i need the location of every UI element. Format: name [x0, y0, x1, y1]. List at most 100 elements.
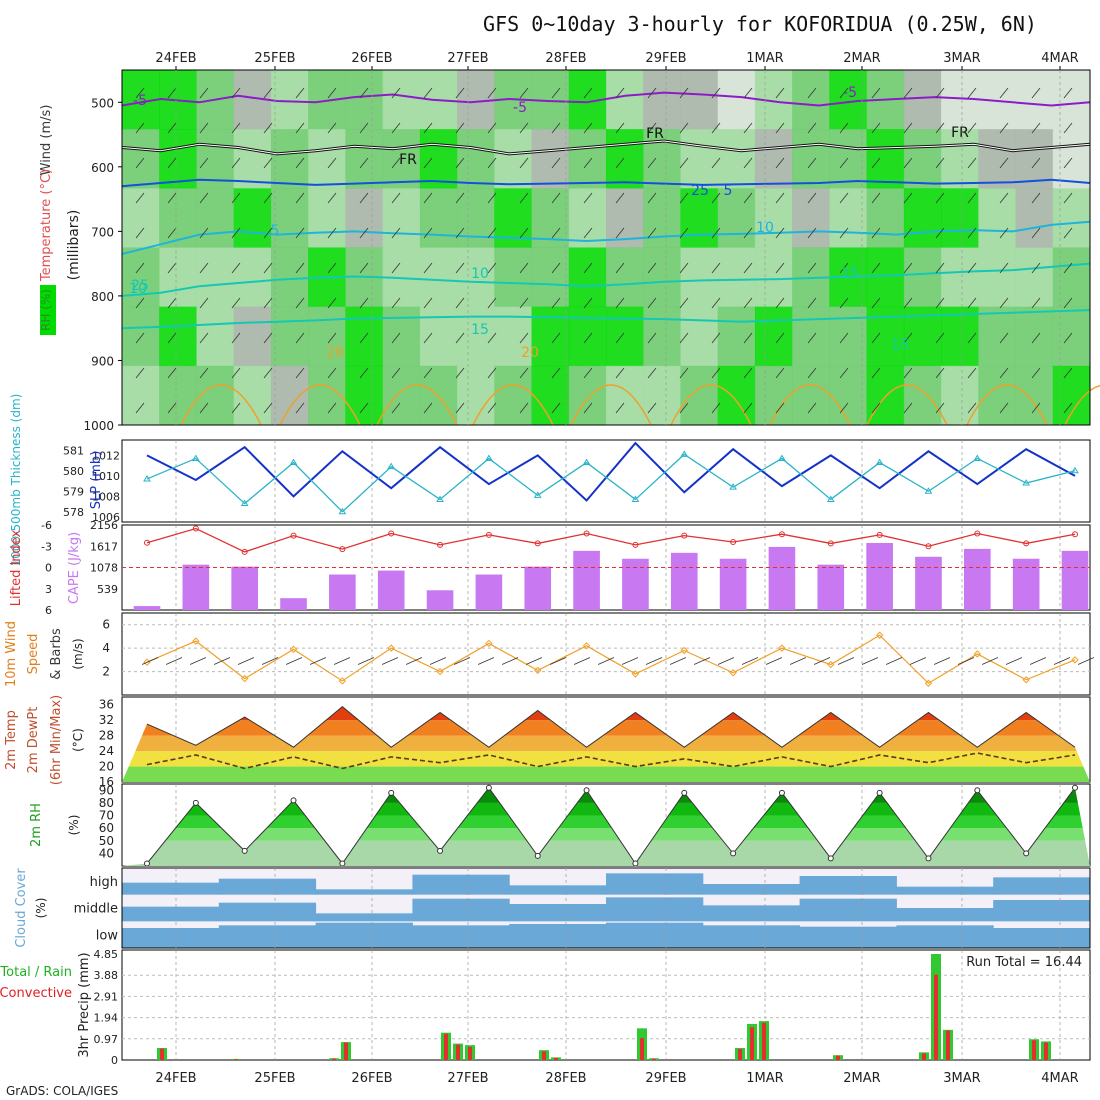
- cloud-bar: [993, 928, 1091, 948]
- temp25-contour: [866, 384, 948, 426]
- wind-barb: [583, 87, 593, 99]
- wind-tick: 2: [102, 665, 110, 679]
- wind-barb: [519, 122, 529, 134]
- wind-barb: [263, 122, 273, 134]
- wind-barb: [295, 402, 305, 414]
- rh-cell: [792, 365, 830, 426]
- wind-barb: [359, 192, 369, 204]
- rh-cell: [978, 365, 1017, 426]
- wind-barb: [391, 367, 401, 379]
- precip-convective-bar: [456, 1044, 460, 1060]
- wind-barb: [167, 87, 177, 99]
- wind-barb: [549, 657, 567, 665]
- wind-barb: [615, 332, 625, 344]
- rh-cell: [829, 365, 868, 426]
- wind-barb: [999, 402, 1009, 414]
- wind-barb: [391, 122, 401, 134]
- wind-barb: [871, 402, 881, 414]
- wind-barb: [263, 227, 273, 239]
- rh-cell: [457, 365, 495, 426]
- wind-barb: [1031, 227, 1041, 239]
- wind-barb: [775, 402, 785, 414]
- thickness-marker: [680, 450, 689, 457]
- rh-cell: [122, 129, 160, 189]
- temp-tick: 28: [99, 729, 114, 743]
- temp-band: [122, 735, 1090, 752]
- wind-barb: [711, 192, 721, 204]
- wind-barb: [327, 297, 337, 309]
- wind-barb: [615, 297, 625, 309]
- wind-barb: [981, 657, 999, 665]
- wind-barb: [135, 122, 145, 134]
- wind-barb: [551, 87, 561, 99]
- wind-barb: [391, 87, 401, 99]
- cloud-bar: [122, 882, 220, 895]
- wind-barb: [647, 122, 657, 134]
- y-tick-label: 1000: [83, 419, 114, 433]
- wind-speed-marker: [485, 639, 493, 648]
- rh-band: [122, 787, 1090, 803]
- wind-barb: [231, 402, 241, 414]
- rh-legend-swatch: [40, 285, 56, 335]
- wind-barb: [957, 657, 975, 665]
- wind-barb: [711, 262, 721, 274]
- wind-barb: [813, 657, 831, 665]
- wind-unit: (m/s): [71, 638, 85, 669]
- precip-panel: 4.85 3.88 2.91 1.94 0.97 0 Run Total = 16.44 To…: [0, 948, 1091, 1067]
- wind-barb: [423, 297, 433, 309]
- rh-cell: [122, 365, 160, 426]
- wind-barb: [263, 402, 273, 414]
- wind-barb: [487, 122, 497, 134]
- wind-barb: [455, 157, 465, 169]
- date-label: 28FEB: [545, 51, 586, 66]
- rh-marker: [730, 850, 737, 857]
- wind-speed-marker: [338, 677, 347, 685]
- wind-barb: [903, 227, 913, 239]
- cape-bar: [231, 566, 258, 610]
- wind-barb: [1063, 192, 1073, 204]
- date-label: 29FEB: [645, 51, 686, 66]
- wind-barb: [1031, 157, 1041, 169]
- wind-barb: [935, 402, 945, 414]
- wind-barb: [453, 657, 471, 665]
- rh-cell: [1015, 365, 1054, 426]
- rh-unit: (%): [67, 815, 81, 836]
- thickness-marker: [875, 458, 884, 466]
- wind-barb: [519, 402, 529, 414]
- wind-barb: [647, 227, 657, 239]
- rh-cell: [196, 247, 235, 308]
- wind-barb: [391, 332, 401, 344]
- li-marker: [1072, 531, 1078, 538]
- wind-barb: [775, 367, 785, 379]
- wind-barb: [583, 367, 593, 379]
- contour-label: 25: [131, 278, 149, 294]
- wind-barb: [999, 122, 1009, 134]
- cape-bar: [426, 590, 454, 610]
- rh-cell: [717, 188, 756, 248]
- wind-barb: [231, 122, 241, 134]
- wind-barb: [519, 87, 529, 99]
- wind-barb: [679, 402, 689, 414]
- wind-barb: [839, 157, 849, 169]
- rh-cell: [270, 306, 309, 367]
- rh-cell: [866, 129, 905, 189]
- wind-barb: [743, 262, 753, 274]
- cape-bar: [866, 542, 893, 610]
- date-label: 2MAR: [843, 1071, 880, 1086]
- rh-band: [122, 840, 1090, 866]
- wind-barb: [711, 402, 721, 414]
- wind-barb: [455, 262, 465, 274]
- wind-barb: [551, 157, 561, 169]
- rh-cell: [1052, 306, 1091, 367]
- wind-tick: 6: [102, 618, 110, 632]
- temp25-contour: [670, 384, 752, 426]
- contour-label: FR: [646, 126, 664, 142]
- cloud-bar: [896, 908, 994, 922]
- wind10m-panel: 6 4 2 10m Wind Speed & Barbs (m/s): [4, 612, 1095, 696]
- wind-barb: [743, 367, 753, 379]
- wind-barb: [423, 367, 433, 379]
- wind-barb: [237, 657, 255, 665]
- temp-line: [146, 706, 1076, 748]
- wind-barb: [669, 657, 687, 665]
- cape-tick: 1078: [90, 562, 118, 575]
